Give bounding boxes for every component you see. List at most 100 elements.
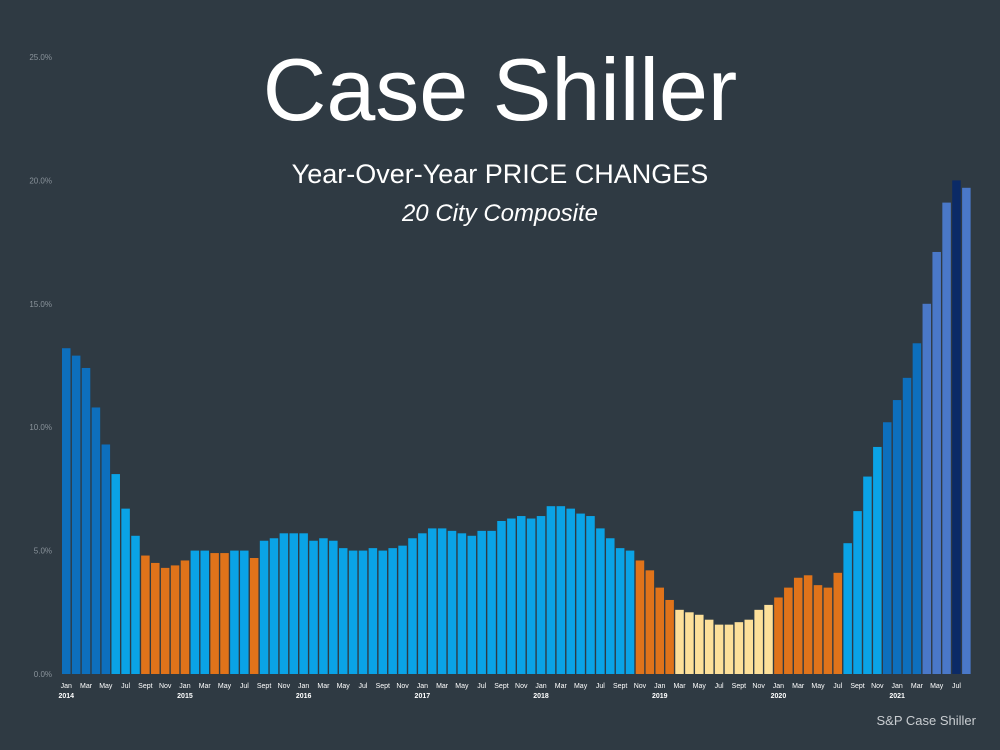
bar [338, 548, 348, 674]
bar [437, 528, 447, 674]
x-axis: Jan 2014 Mar May Jul Sept Nov Jan 2015 Mar May Jul S… [58, 683, 961, 700]
bar [536, 516, 546, 674]
x-tick-label: Nov [278, 683, 291, 690]
bar [675, 609, 684, 674]
bar [645, 570, 655, 674]
bar [813, 585, 823, 674]
bar [863, 476, 872, 674]
bar [892, 400, 902, 674]
bar [378, 550, 388, 674]
bar [556, 506, 566, 674]
bar [922, 303, 932, 674]
bar [230, 550, 239, 674]
bar [962, 187, 971, 675]
x-year-label: 2021 [889, 693, 905, 700]
bar [764, 604, 773, 674]
bar [279, 533, 289, 674]
bar [784, 587, 793, 674]
bar [81, 367, 91, 674]
bar [695, 614, 704, 674]
x-tick-label: Jul [359, 683, 368, 690]
bar [576, 513, 585, 674]
chart-subtitle-composite: 20 City Composite [401, 200, 599, 227]
bar [882, 422, 892, 674]
x-tick-label: Sept [138, 683, 152, 690]
x-tick-label: Mar [317, 683, 330, 690]
x-tick-label: Jan [61, 683, 72, 690]
bar [853, 511, 862, 674]
x-year-label: 2016 [296, 693, 312, 700]
x-tick-label: May [930, 683, 944, 690]
bar [200, 550, 209, 674]
x-tick-label: Mar [436, 683, 449, 690]
bar [625, 550, 635, 674]
x-tick-label: Jul [121, 683, 130, 690]
x-tick-label: Jul [833, 683, 842, 690]
bar [487, 530, 496, 674]
x-tick-label: Jul [952, 683, 961, 690]
x-tick-label: Sept [376, 683, 390, 690]
bar [348, 550, 358, 674]
bar [141, 555, 150, 674]
bar [586, 516, 595, 674]
x-tick-label: Nov [159, 683, 172, 690]
bar [289, 533, 299, 674]
x-tick-label: May [455, 683, 469, 690]
bar [606, 538, 615, 674]
x-tick-label: Jan [298, 683, 309, 690]
x-tick-label: Jan [179, 683, 190, 690]
bar [309, 540, 318, 674]
bar [329, 540, 338, 674]
bar [111, 474, 120, 674]
bar [497, 520, 506, 674]
x-tick-label: May [693, 683, 707, 690]
y-tick-label: 10.0% [29, 423, 52, 432]
bar [299, 533, 308, 674]
bar [507, 518, 516, 674]
x-tick-label: Nov [634, 683, 647, 690]
bar [388, 548, 397, 674]
bar [91, 407, 101, 674]
bar [774, 597, 783, 674]
bar [170, 565, 180, 674]
bar [635, 560, 645, 674]
source-credit: S&P Case Shiller [876, 713, 976, 728]
bar [408, 538, 417, 674]
y-tick-label: 25.0% [29, 53, 52, 62]
bar [457, 533, 467, 674]
bar [685, 612, 694, 674]
y-tick-label: 5.0% [34, 547, 52, 556]
bars [62, 180, 971, 675]
bar [803, 575, 813, 674]
bar [665, 599, 674, 674]
bar [418, 533, 427, 674]
x-tick-label: May [218, 683, 232, 690]
x-tick-label: Jul [715, 683, 724, 690]
x-tick-label: May [337, 683, 351, 690]
y-tick-label: 0.0% [34, 670, 52, 679]
bar [912, 343, 922, 674]
bar [180, 560, 190, 674]
x-year-label: 2015 [177, 693, 193, 700]
bar [368, 548, 378, 674]
bar [754, 609, 763, 674]
x-tick-label: Sept [494, 683, 508, 690]
x-tick-label: May [811, 683, 825, 690]
y-tick-label: 20.0% [29, 176, 52, 185]
bar [833, 572, 843, 674]
x-tick-label: Jan [654, 683, 665, 690]
bar [526, 518, 536, 674]
x-tick-label: Mar [199, 683, 212, 690]
bar [131, 535, 140, 674]
chart-subtitle: Year-Over-Year PRICE CHANGES [291, 159, 709, 189]
bar [269, 538, 279, 674]
y-tick-label: 15.0% [29, 300, 52, 309]
x-tick-label: Jan [773, 683, 784, 690]
x-tick-label: Jul [596, 683, 605, 690]
x-tick-label: Mar [911, 683, 924, 690]
bar [447, 530, 457, 674]
bar [259, 540, 269, 674]
x-year-label: 2014 [58, 693, 74, 700]
x-year-label: 2018 [533, 693, 549, 700]
x-tick-label: Mar [792, 683, 805, 690]
